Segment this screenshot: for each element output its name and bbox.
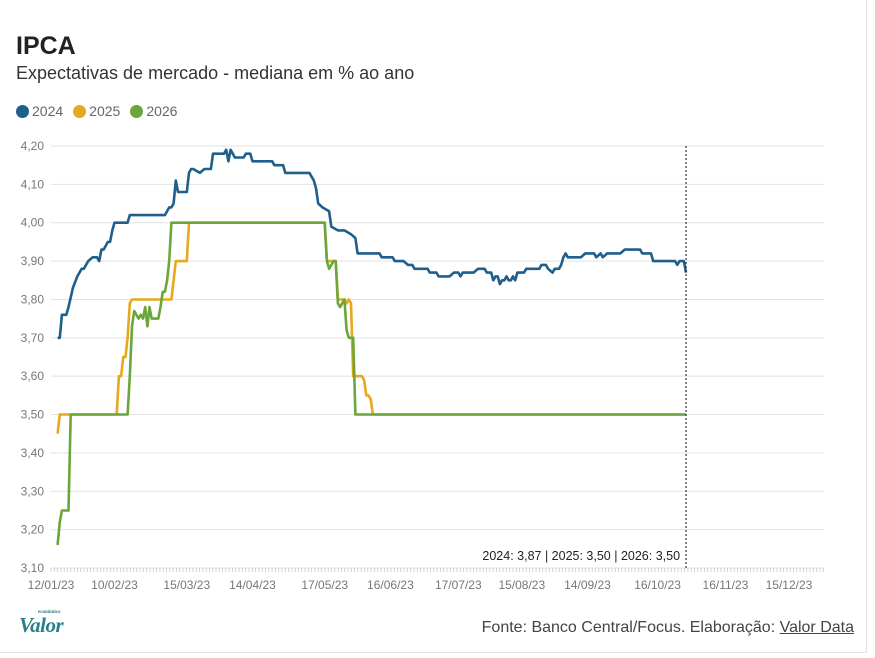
latest-values-annotation: 2024: 3,87 | 2025: 3,50 | 2026: 3,50 — [482, 549, 680, 563]
valor-logo-text: Valor — [19, 613, 64, 637]
x-tick-label: 16/11/23 — [703, 578, 749, 592]
legend-item-2024[interactable]: 2024 — [16, 103, 63, 119]
series-line-2024 — [57, 148, 688, 340]
x-tick-label: 14/09/23 — [564, 578, 611, 592]
x-axis-ticks: 12/01/23 10/02/23 15/03/23 14/04/23 17/05/23… — [28, 568, 824, 592]
x-tick-label: 10/02/23 — [91, 578, 138, 592]
source-text: Fonte: Banco Central/Focus. Elaboração: — [481, 619, 780, 636]
y-tick-label: 3,80 — [21, 292, 45, 306]
y-tick-label: 3,20 — [21, 523, 45, 537]
legend-swatch-2025 — [73, 104, 87, 118]
source-note: Fonte: Banco Central/Focus. Elaboração: … — [482, 619, 854, 637]
series-lines — [56, 148, 688, 546]
y-tick-label: 3,90 — [21, 254, 45, 268]
x-tick-label: 15/12/23 — [766, 578, 813, 592]
x-tick-label: 12/01/23 — [28, 578, 75, 592]
x-tick-label: 17/07/23 — [435, 578, 482, 592]
legend-item-2026[interactable]: 2026 — [130, 103, 177, 119]
y-tick-label: 4,10 — [21, 177, 45, 191]
x-tick-label: 16/06/23 — [367, 578, 414, 592]
x-tick-label: 15/03/23 — [163, 578, 210, 592]
legend-swatch-2026 — [130, 104, 144, 118]
legend-label-2026: 2026 — [146, 103, 178, 119]
y-tick-label: 3,50 — [21, 408, 45, 422]
y-tick-label: 3,40 — [21, 446, 45, 460]
legend-item-2025[interactable]: 2025 — [73, 103, 120, 119]
chart-subtitle: Expectativas de mercado - mediana em % a… — [16, 63, 415, 83]
valor-logo-small: econômico — [38, 610, 61, 615]
line-chart: 3,10 3,20 3,30 3,40 3,50 3,60 3,70 3,80 3,90 4,00… — [21, 139, 824, 592]
y-tick-label: 4,00 — [21, 216, 45, 230]
x-tick-label: 15/08/23 — [498, 578, 545, 592]
x-tick-label: 14/04/23 — [229, 578, 276, 592]
legend-swatch-2024 — [16, 104, 29, 118]
x-tick-label: 16/10/23 — [634, 578, 681, 592]
valor-logo: econômico Valor — [19, 610, 64, 638]
legend-label-2025: 2025 — [89, 103, 121, 119]
y-tick-label: 3,60 — [21, 369, 45, 383]
y-tick-label: 4,20 — [21, 139, 45, 153]
series-line-2026 — [56, 221, 686, 546]
legend: 2024 2025 2026 — [16, 103, 177, 119]
chart-title: IPCA — [16, 32, 76, 60]
x-tick-label: 17/05/23 — [301, 578, 348, 592]
y-tick-label: 3,30 — [21, 484, 45, 498]
y-tick-label: 3,70 — [21, 331, 45, 345]
y-tick-label: 3,10 — [21, 561, 45, 575]
valor-data-link[interactable]: Valor Data — [779, 619, 854, 636]
legend-label-2024: 2024 — [32, 103, 64, 119]
y-axis-ticks: 3,10 3,20 3,30 3,40 3,50 3,60 3,70 3,80 3,90 4,00… — [21, 139, 45, 575]
